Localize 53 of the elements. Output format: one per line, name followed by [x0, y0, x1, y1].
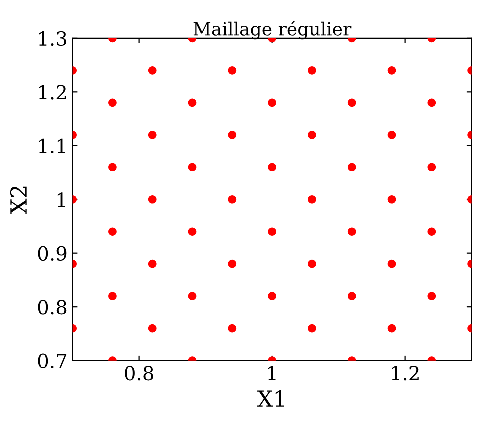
y-tick-label: 1: [58, 192, 66, 208]
x-tick-label: 1: [268, 366, 276, 380]
point: [388, 324, 396, 333]
x-axis-title: X1: [257, 390, 284, 407]
point: [388, 260, 396, 268]
x-tick-label: 1.2: [392, 366, 419, 381]
point: [268, 228, 276, 236]
point: [108, 163, 117, 172]
point: [388, 195, 396, 204]
point: [348, 163, 356, 172]
point: [148, 260, 157, 268]
point: [188, 98, 197, 108]
y-tick-label: 1.3: [39, 31, 67, 46]
point: [308, 130, 316, 140]
point: [108, 228, 117, 236]
point: [228, 66, 237, 75]
point: [148, 66, 157, 75]
point: [228, 260, 237, 268]
y-tick-label: 1.2: [39, 85, 66, 100]
point: [188, 228, 197, 236]
point: [428, 98, 436, 108]
point: [428, 163, 436, 172]
point: [228, 195, 237, 204]
point: [308, 324, 316, 333]
point: [348, 228, 356, 236]
point: [268, 292, 276, 301]
y-tick-label: 0.7: [38, 354, 67, 368]
point: [188, 163, 197, 172]
point: [148, 130, 157, 140]
point: [108, 98, 117, 108]
point: [308, 66, 316, 75]
y-tick-label: 0.9: [38, 246, 67, 262]
point: [148, 195, 157, 204]
point: [388, 66, 396, 75]
y-axis-title: X2: [10, 186, 27, 214]
point: [228, 324, 237, 333]
x-tick-label: 0.8: [125, 366, 154, 381]
point: [348, 292, 356, 301]
point: [428, 228, 436, 236]
y-tick-label: 0.8: [38, 300, 67, 315]
chart-title: Maillage régulier: [194, 21, 352, 40]
point: [228, 130, 237, 140]
point: [388, 130, 396, 140]
point: [428, 292, 436, 301]
point: [268, 98, 276, 108]
point: [268, 163, 276, 172]
point: [108, 292, 117, 301]
point: [308, 260, 316, 268]
point: [148, 324, 157, 333]
point: [188, 292, 197, 301]
y-tick-label: 1.1: [39, 138, 66, 154]
point: [308, 195, 316, 204]
point: [348, 98, 356, 108]
